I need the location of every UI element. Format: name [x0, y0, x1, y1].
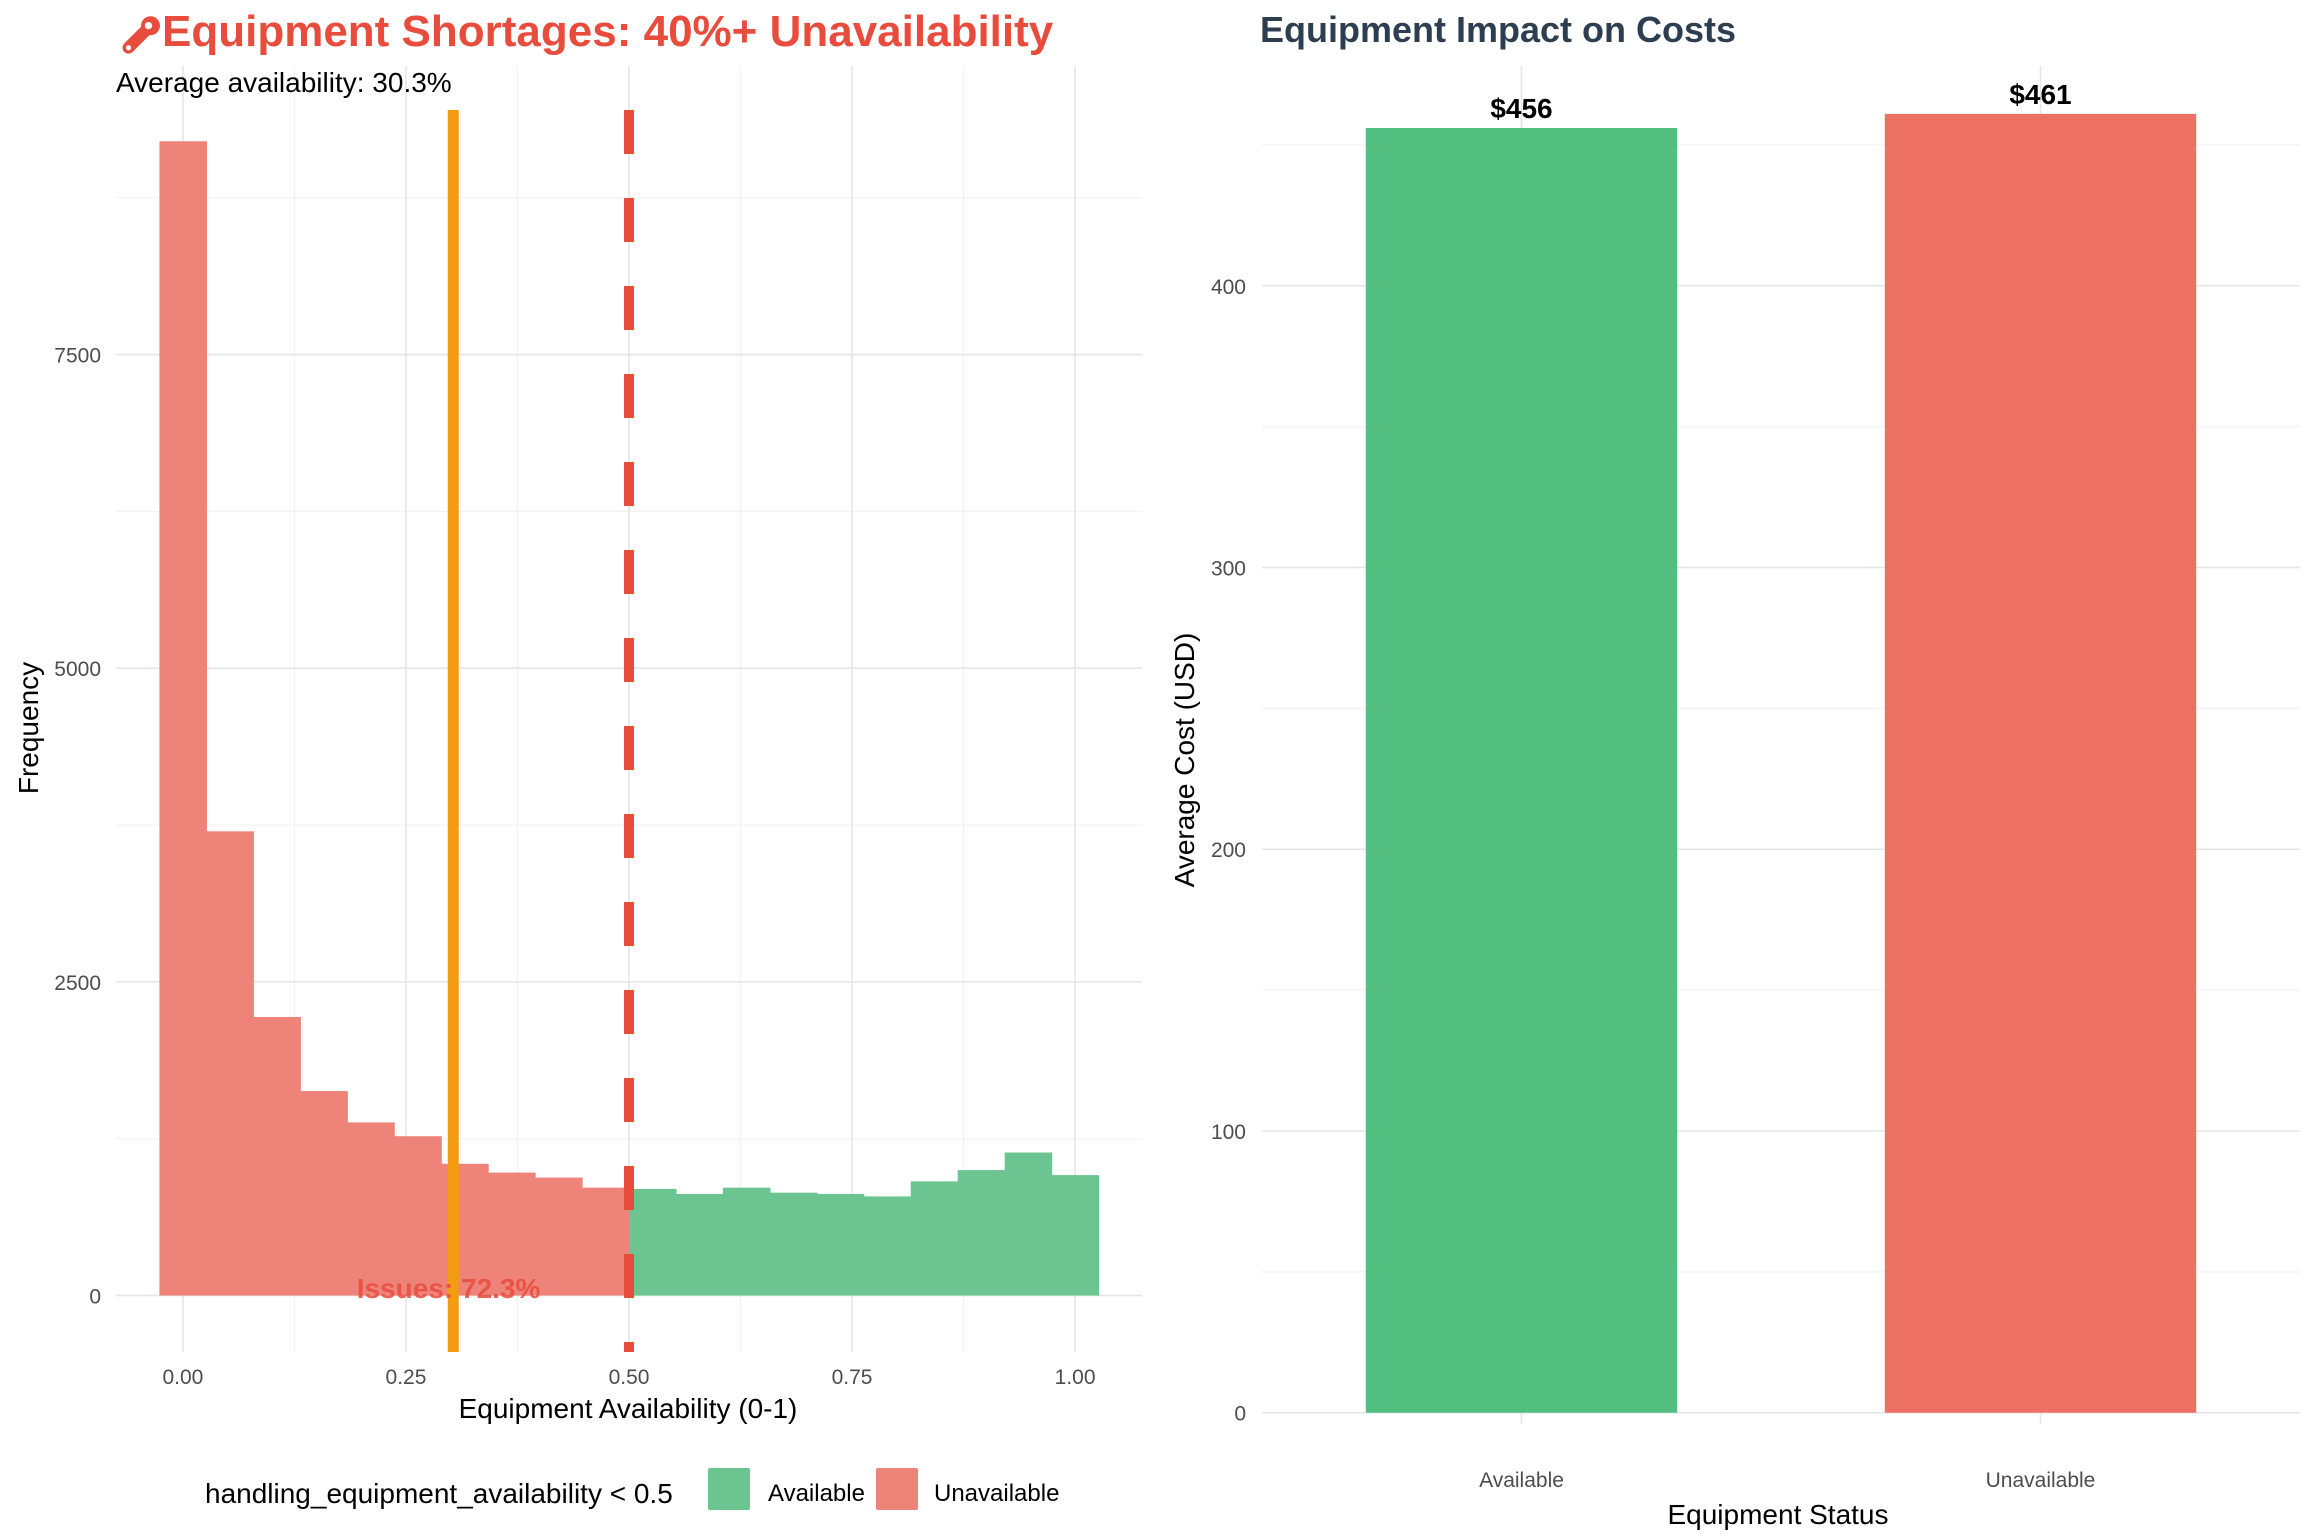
wrench-icon — [122, 16, 160, 54]
cost-x-axis-label: Equipment Status — [1667, 1499, 1888, 1530]
histogram-y-axis-label: Frequency — [13, 662, 44, 794]
histogram-bin — [394, 1136, 442, 1296]
cost-bar-unavailable — [1884, 113, 2197, 1413]
y-tick-label: 0 — [89, 1286, 101, 1309]
x-tick-label: Unavailable — [1986, 1469, 2096, 1492]
histogram-bin — [253, 1017, 301, 1296]
histogram-bin — [1004, 1152, 1053, 1296]
cost-bar-available — [1365, 127, 1678, 1413]
histogram-bin — [722, 1187, 771, 1296]
legend-label-available: Available — [768, 1480, 865, 1507]
y-tick-label: 7500 — [54, 345, 101, 368]
y-tick-label: 300 — [1211, 558, 1246, 581]
cost-title: Equipment Impact on Costs — [1260, 9, 1736, 50]
cost-bars — [1365, 113, 2197, 1413]
cost-y-axis-label: Average Cost (USD) — [1169, 633, 1200, 888]
cost-value-label: $456 — [1490, 93, 1552, 124]
histogram-bin — [957, 1170, 1006, 1296]
histogram-bin — [629, 1188, 677, 1296]
histogram-bin — [910, 1181, 959, 1296]
cost-x-tick-labels: Available Unavailable — [1479, 1469, 2095, 1492]
histogram-bin — [1051, 1175, 1100, 1296]
x-tick-label: 0.00 — [162, 1366, 203, 1389]
histogram-title: Equipment Shortages: 40%+ Unavailability — [122, 7, 1054, 56]
x-tick-label: 0.50 — [609, 1366, 650, 1389]
legend-label-unavailable: Unavailable — [934, 1480, 1059, 1507]
legend: handling_equipment_availability < 0.5 Av… — [205, 1468, 1059, 1510]
histogram-bin — [488, 1172, 536, 1296]
histogram-bin — [582, 1187, 630, 1296]
legend-swatch-unavailable — [876, 1468, 918, 1510]
x-tick-label: 0.25 — [386, 1366, 427, 1389]
y-tick-label: 100 — [1211, 1121, 1246, 1144]
histogram-bin — [769, 1192, 818, 1296]
histogram-subtitle: Average availability: 30.3% — [116, 67, 452, 98]
x-tick-label: 0.75 — [832, 1366, 873, 1389]
histogram-bins — [159, 141, 1100, 1296]
legend-title: handling_equipment_availability < 0.5 — [205, 1478, 673, 1509]
cost-value-labels: $456 $461 — [1490, 79, 2071, 124]
y-tick-label: 0 — [1234, 1403, 1246, 1426]
histogram-y-tick-labels: 0 2500 5000 7500 — [54, 345, 101, 1309]
histogram-bin — [675, 1193, 724, 1296]
y-tick-label: 200 — [1211, 839, 1246, 862]
cost-value-label: $461 — [2009, 79, 2071, 110]
histogram-x-axis-label: Equipment Availability (0-1) — [459, 1393, 798, 1424]
y-tick-label: 5000 — [54, 658, 101, 681]
histogram-bin — [863, 1196, 912, 1296]
histogram-bin — [300, 1091, 348, 1296]
issues-annotation: Issues: 72.3% — [357, 1273, 541, 1304]
histogram-panel: Issues: 72.3% 0.00 0.25 0.50 0.75 1.00 0 2500… — [13, 7, 1142, 1510]
x-tick-label: 1.00 — [1055, 1366, 1096, 1389]
reference-lines — [447, 110, 634, 1352]
x-tick-label: Available — [1479, 1469, 1564, 1492]
cost-bar-panel: $456 $461 Available Unavailable 0 100 200 300… — [1169, 9, 2300, 1530]
legend-swatch-available — [708, 1468, 750, 1510]
histogram-bin — [206, 831, 254, 1296]
y-tick-label: 2500 — [54, 972, 101, 995]
histogram-bin — [159, 141, 207, 1296]
y-tick-label: 400 — [1211, 276, 1246, 299]
histogram-bin — [347, 1122, 395, 1296]
cost-y-tick-labels: 0 100 200 300 400 — [1211, 276, 1246, 1426]
histogram-x-tick-labels: 0.00 0.25 0.50 0.75 1.00 — [162, 1366, 1095, 1389]
histogram-bin — [816, 1193, 865, 1296]
histogram-title-text: Equipment Shortages: 40%+ Unavailability — [162, 7, 1054, 56]
histogram-bin — [535, 1177, 583, 1296]
